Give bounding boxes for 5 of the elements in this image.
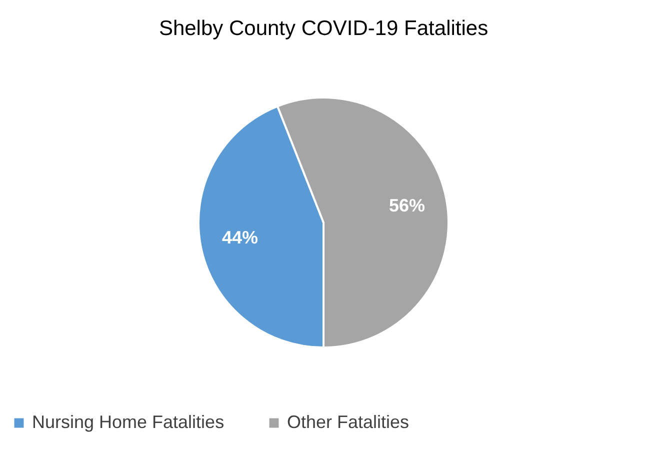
data-label: 56% [388, 196, 426, 216]
chart-title: Shelby County COVID-19 Fatalities [158, 17, 488, 40]
legend-label: Nursing Home Fatalities [32, 412, 224, 432]
legend-label: Other Fatalities [287, 412, 410, 432]
data-label: 44% [222, 227, 258, 248]
